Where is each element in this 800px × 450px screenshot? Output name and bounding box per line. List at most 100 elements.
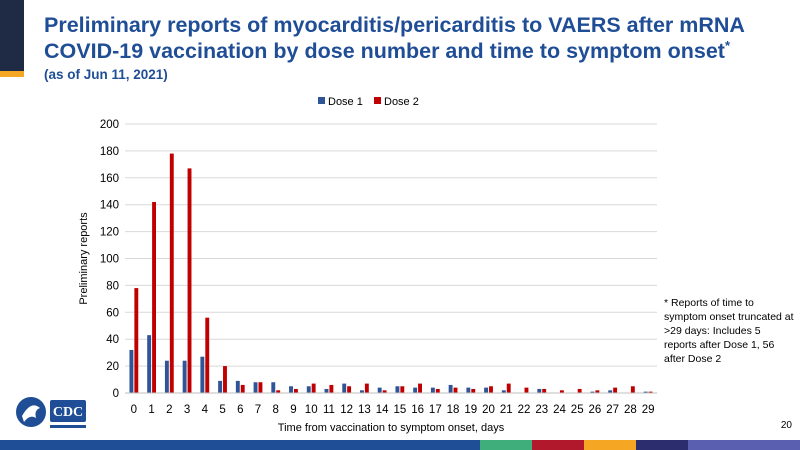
footer-stripe-blue (0, 440, 480, 450)
y-tick-label: 20 (106, 361, 119, 373)
footer-stripe-orange (584, 440, 636, 450)
y-tick-labels: 0 20 40 60 80 100 120 140 160 180 200 (100, 119, 119, 400)
x-tick-label: 10 (305, 404, 318, 416)
bar-dose2 (205, 317, 210, 393)
x-tick-label: 4 (202, 404, 209, 416)
bars (129, 153, 653, 393)
bar-dose2 (382, 390, 387, 393)
y-tick-label: 40 (106, 334, 119, 346)
bar-dose1 (164, 360, 169, 393)
y-tick-label: 200 (100, 119, 119, 131)
bar-dose2 (453, 387, 458, 393)
bar-dose2 (524, 387, 529, 393)
slide-title: Preliminary reports of myocarditis/peric… (44, 12, 784, 64)
bar-dose2 (258, 382, 263, 393)
bar-dose1 (253, 382, 258, 393)
bar-dose2 (506, 383, 511, 393)
bar-dose2 (648, 391, 653, 393)
cdc-logo: CDC (14, 394, 88, 436)
x-tick-label: 14 (376, 404, 389, 416)
bar-dose2 (293, 388, 298, 393)
bar-dose2 (489, 386, 493, 393)
bar-dose1 (590, 391, 595, 393)
bar-dose1 (324, 388, 329, 393)
footer-stripe-red (532, 440, 584, 450)
x-tick-label: 25 (571, 404, 584, 416)
bar-dose1 (218, 380, 223, 393)
footnote: * Reports of time to symptom onset trunc… (664, 297, 794, 365)
bar-dose2 (471, 388, 476, 393)
bar-dose1 (289, 386, 293, 393)
x-tick-label: 21 (500, 404, 513, 416)
x-tick-label: 24 (553, 404, 566, 416)
bar-dose2 (134, 288, 139, 393)
page-number: 20 (780, 420, 792, 431)
bar-dose2 (329, 384, 334, 393)
bar-dose2 (542, 388, 547, 393)
x-tick-label: 15 (393, 404, 406, 416)
x-axis-label: Time from vaccination to symptom onset, … (278, 422, 505, 434)
x-tick-label: 12 (340, 404, 353, 416)
legend-swatch-dose1 (318, 97, 325, 104)
corner-accent (0, 71, 24, 77)
footer-stripe-green (480, 440, 532, 450)
legend: Dose 1 Dose 2 (318, 96, 419, 108)
y-tick-label: 120 (100, 227, 119, 239)
x-tick-label: 27 (606, 404, 619, 416)
title-footnote-marker: * (724, 37, 731, 53)
x-tick-label: 23 (535, 404, 548, 416)
bar-dose1 (448, 384, 453, 393)
bar-dose1 (182, 360, 187, 393)
bar-dose2 (400, 386, 405, 393)
bar-dose1 (306, 386, 311, 393)
bar-dose1 (430, 387, 435, 393)
x-tick-label: 16 (411, 404, 424, 416)
bar-dose2 (595, 390, 600, 393)
bar-dose2 (577, 388, 582, 393)
x-tick-label: 19 (464, 404, 477, 416)
slide-subtitle: (as of Jun 11, 2021) (44, 67, 168, 82)
bar-dose2 (240, 384, 245, 393)
x-tick-label: 11 (323, 404, 335, 416)
x-tick-label: 5 (219, 404, 225, 416)
x-tick-label: 17 (429, 404, 442, 416)
title-text: Preliminary reports of myocarditis/peric… (44, 13, 745, 63)
bar-dose2 (559, 390, 564, 393)
x-tick-label: 9 (290, 404, 296, 416)
cdc-logo-text: CDC (53, 405, 83, 420)
bar-dose1 (342, 383, 347, 393)
bar-dose1 (501, 390, 506, 393)
y-tick-label: 160 (100, 173, 119, 185)
y-tick-label: 60 (106, 307, 119, 319)
x-tick-label: 2 (166, 404, 172, 416)
bar-dose1 (377, 387, 382, 393)
bar-dose1 (466, 387, 471, 393)
bar-dose1 (147, 335, 152, 393)
x-tick-label: 29 (642, 404, 655, 416)
bar-dose1 (608, 390, 613, 393)
bar-dose2 (364, 383, 369, 393)
y-tick-label: 0 (113, 388, 119, 400)
bar-dose2 (613, 387, 618, 393)
bar-dose2 (276, 390, 281, 393)
bar-dose1 (235, 380, 240, 393)
bar-dose1 (129, 349, 134, 393)
bar-dose1 (359, 390, 364, 393)
legend-label-dose1: Dose 1 (328, 96, 363, 108)
hhs-eagle-icon: CDC (16, 397, 86, 428)
bar-dose2 (347, 386, 352, 393)
bar-dose2 (152, 202, 157, 393)
x-tick-label: 1 (148, 404, 154, 416)
bar-dose2 (169, 153, 174, 393)
x-tick-label: 3 (184, 404, 190, 416)
corner-decoration (0, 0, 24, 71)
x-tick-label: 18 (447, 404, 460, 416)
bar-dose2 (187, 168, 192, 393)
bar-dose1 (643, 391, 648, 393)
x-tick-label: 8 (273, 404, 279, 416)
x-tick-label: 13 (358, 404, 371, 416)
x-tick-label: 20 (482, 404, 495, 416)
bar-dose1 (395, 386, 400, 393)
x-tick-label: 7 (255, 404, 261, 416)
